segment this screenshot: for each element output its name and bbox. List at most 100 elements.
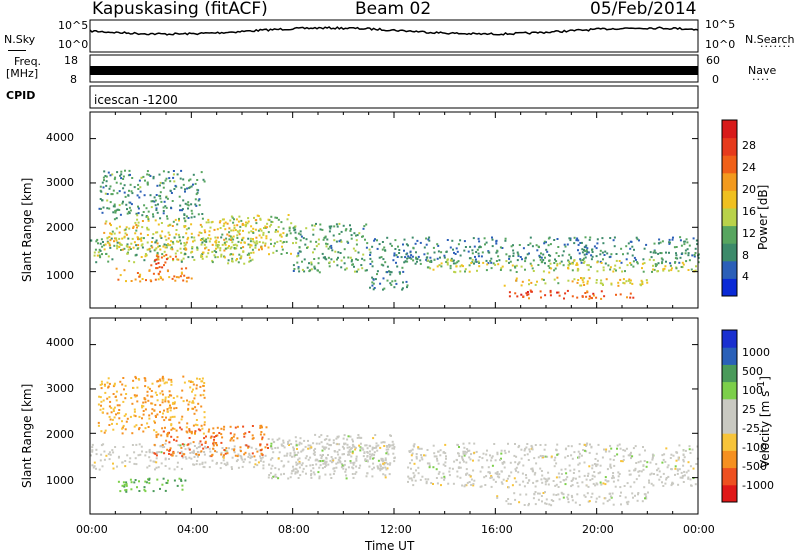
heatmap-cell	[571, 484, 574, 487]
heatmap-cell	[241, 458, 244, 461]
heatmap-cell	[297, 458, 300, 461]
heatmap-cell	[248, 256, 251, 259]
heatmap-cell	[280, 235, 283, 238]
heatmap-cell	[469, 245, 472, 248]
heatmap-cell	[494, 459, 497, 462]
heatmap-cell	[485, 241, 488, 244]
heatmap-cell	[383, 445, 386, 447]
heatmap-cell	[208, 234, 211, 237]
heatmap-cell	[299, 437, 302, 440]
heatmap-cell	[254, 459, 257, 462]
heatmap-cell	[285, 454, 288, 457]
heatmap-cell	[357, 268, 360, 271]
heatmap-cell	[665, 251, 667, 254]
heatmap-cell	[369, 456, 372, 458]
heatmap-cell	[340, 463, 343, 465]
heatmap-cell	[443, 256, 446, 259]
heatmap-cell	[531, 446, 534, 449]
colorbar-swatch	[722, 330, 737, 348]
heatmap-cell	[351, 466, 354, 469]
heatmap-cell	[180, 186, 183, 189]
heatmap-cell	[161, 401, 164, 404]
heatmap-cell	[175, 229, 178, 231]
heatmap-cell	[137, 244, 140, 246]
heatmap-cell	[482, 452, 485, 455]
heatmap-cell	[615, 269, 617, 272]
heatmap-cell	[675, 246, 678, 248]
heatmap-cell	[576, 237, 579, 240]
heatmap-cell	[298, 246, 301, 249]
heatmap-cell	[525, 292, 528, 295]
heatmap-cell	[250, 251, 253, 254]
heatmap-cell	[560, 491, 563, 494]
heatmap-cell	[512, 252, 515, 255]
heatmap-cell	[146, 422, 149, 425]
heatmap-cell	[131, 192, 134, 195]
heatmap-cell	[588, 465, 591, 468]
heatmap-cell	[416, 258, 419, 260]
heatmap-cell	[127, 194, 130, 197]
heatmap-cell	[544, 282, 547, 285]
heatmap-cell	[626, 264, 629, 267]
heatmap-cell	[112, 211, 115, 214]
heatmap-cell	[291, 470, 294, 472]
heatmap-cell	[237, 220, 240, 223]
heatmap-cell	[162, 212, 165, 215]
heatmap-cell	[394, 279, 397, 282]
heatmap-cell	[406, 260, 409, 263]
heatmap-cell	[313, 267, 316, 270]
heatmap-cell	[520, 448, 523, 451]
heatmap-cell	[146, 226, 149, 229]
heatmap-cell	[103, 383, 106, 386]
heatmap-cell	[388, 443, 390, 446]
heatmap-cell	[120, 177, 123, 180]
heatmap-cell	[108, 415, 111, 418]
heatmap-cell	[498, 259, 501, 262]
heatmap-cell	[553, 239, 556, 241]
heatmap-cell	[169, 416, 172, 419]
heatmap-cell	[584, 495, 587, 498]
heatmap-cell	[103, 450, 106, 453]
heatmap-cell	[148, 417, 151, 420]
heatmap-cell	[555, 462, 558, 465]
heatmap-cell	[479, 470, 482, 473]
heatmap-cell	[208, 466, 211, 469]
heatmap-cell	[127, 248, 130, 251]
heatmap-cell	[214, 236, 217, 239]
heatmap-cell	[514, 443, 516, 445]
heatmap-cell	[675, 252, 677, 255]
heatmap-cell	[144, 398, 147, 401]
heatmap-cell	[130, 203, 133, 206]
heatmap-cell	[514, 461, 517, 464]
heatmap-cell	[118, 237, 121, 240]
heatmap-cell	[646, 461, 649, 464]
heatmap-cell	[406, 286, 408, 289]
heatmap-cell	[403, 249, 405, 252]
heatmap-cell	[454, 271, 457, 274]
heatmap-cell	[556, 262, 559, 265]
heatmap-cell	[671, 483, 673, 485]
heatmap-cell	[192, 388, 194, 391]
heatmap-cell	[223, 425, 226, 428]
heatmap-cell	[107, 377, 110, 380]
heatmap-cell	[397, 245, 399, 248]
heatmap-cell	[129, 183, 132, 186]
heatmap-cell	[617, 281, 620, 284]
heatmap-cell	[544, 483, 547, 486]
heatmap-cell	[384, 466, 387, 469]
heatmap-cell	[153, 200, 156, 203]
heatmap-cell	[102, 407, 105, 410]
heatmap-cell	[610, 447, 613, 450]
heatmap-cell	[433, 455, 436, 458]
heatmap-cell	[287, 442, 289, 445]
heatmap-cell	[249, 240, 252, 243]
heatmap-cell	[173, 438, 175, 441]
heatmap-cell	[203, 382, 206, 384]
heatmap-cell	[581, 481, 584, 484]
heatmap-cell	[309, 456, 312, 459]
heatmap-cell	[620, 261, 623, 264]
heatmap-cell	[675, 254, 678, 257]
heatmap-cell	[242, 250, 245, 253]
heatmap-cell	[675, 459, 678, 462]
heatmap-cell	[182, 178, 185, 181]
